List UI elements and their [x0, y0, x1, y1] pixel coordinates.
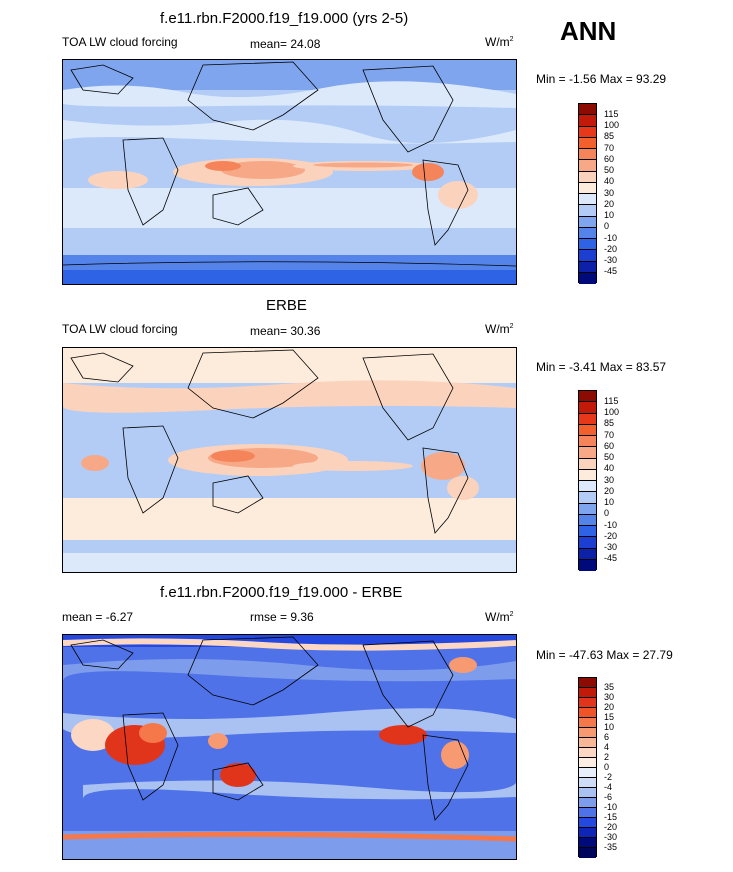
panel3-cbar-tick: -4: [604, 782, 613, 792]
panel3-cbar-tick: 15: [604, 712, 615, 722]
panel3-cbar-tick: -2: [604, 772, 613, 782]
panel2-minmax: Min = -3.41 Max = 83.57: [536, 360, 667, 374]
panel1-map: [62, 59, 517, 285]
panel2-cbar-tick: 115: [604, 396, 619, 406]
panel3-cbar-tick: 0: [604, 762, 610, 772]
panel2-cbar-tick: -45: [604, 553, 618, 563]
panel3-cbar-tick: 35: [604, 682, 615, 692]
panel2-cbar-tick: 20: [604, 486, 615, 496]
panel1-cbar-tick: 50: [604, 165, 615, 175]
panel2-cbar-tick: 30: [604, 475, 615, 485]
panel1-cbar-tick: 40: [604, 176, 615, 186]
panel1-units: W/m2: [485, 35, 514, 49]
panel1-cbar-tick: 115: [604, 109, 619, 119]
panel1-cbar-tick: -45: [604, 266, 618, 276]
panel2-cbar-tick: 85: [604, 418, 615, 428]
panel2-cbar-tick: 40: [604, 463, 615, 473]
panel3-cbar-tick: 10: [604, 722, 615, 732]
panel3-cbar-tick: 4: [604, 742, 610, 752]
panel3-rmse-label: rmse = 9.36: [250, 610, 314, 624]
panel3-cbar-tick: 20: [604, 702, 615, 712]
panel2-cbar-tick: 0: [604, 508, 610, 518]
panel3-title: f.e11.rbn.F2000.f19_f19.000 - ERBE: [160, 584, 403, 601]
panel1-cbar-tick: 10: [604, 210, 615, 220]
panel3-cbar-tick: -6: [604, 792, 613, 802]
panel3-cbar-tick: -35: [604, 842, 618, 852]
panel2-map-svg: [63, 348, 516, 572]
panel2-cbar-tick: 10: [604, 497, 615, 507]
panel1-cbar-tick: 100: [604, 120, 620, 130]
panel1-minmax: Min = -1.56 Max = 93.29: [536, 72, 667, 86]
panel2-cbar-tick: -20: [604, 531, 618, 541]
panel1-cbar-tick: 85: [604, 131, 615, 141]
panel2-cbar-tick: 70: [604, 430, 615, 440]
panel1-cbar-tick: 30: [604, 188, 615, 198]
panel3-cbar-tick: 2: [604, 752, 610, 762]
panel3-cbar-tick: -10: [604, 802, 618, 812]
panel1-title: f.e11.rbn.F2000.f19_f19.000 (yrs 2-5): [160, 10, 409, 27]
panel2-cbar-tick: -30: [604, 542, 618, 552]
panel2-colorbar: [578, 390, 597, 571]
panel1-cbar-tick: -20: [604, 244, 618, 254]
panel2-cbar-tick: -10: [604, 520, 618, 530]
panel2-cbar-tick: 100: [604, 407, 620, 417]
panel3-cbar-tick: 6: [604, 732, 610, 742]
panel1-map-svg: [63, 60, 516, 284]
panel3-colorbar: [578, 677, 597, 858]
panel2-mean-label: mean= 30.36: [250, 324, 321, 338]
panel3-cbar-tick: -30: [604, 832, 618, 842]
panel1-colorbar: [578, 103, 597, 284]
panel3-map-svg: [63, 635, 516, 859]
panel2-cbar-tick: 50: [604, 452, 615, 462]
panel3-units: W/m2: [485, 610, 514, 624]
panel1-cbar-tick: 60: [604, 154, 615, 164]
panel3-cbar-tick: -20: [604, 822, 618, 832]
panel1-cbar-tick: 20: [604, 199, 615, 209]
panel1-cbar-tick: -10: [604, 233, 618, 243]
panel3-cbar-tick: -15: [604, 812, 618, 822]
panel2-title: ERBE: [266, 297, 307, 314]
panel1-variable-label: TOA LW cloud forcing: [62, 35, 178, 49]
panel2-variable-label: TOA LW cloud forcing: [62, 322, 178, 336]
panel2-cbar-tick: 60: [604, 441, 615, 451]
panel3-map: [62, 634, 517, 860]
panel2-units: W/m2: [485, 322, 514, 336]
panel1-cbar-tick: -30: [604, 255, 618, 265]
panel1-mean-label: mean= 24.08: [250, 37, 321, 51]
season-label: ANN: [560, 16, 617, 46]
panel2-map: [62, 347, 517, 573]
panel3-minmax: Min = -47.63 Max = 27.79: [536, 648, 673, 662]
panel1-cbar-tick: 70: [604, 143, 615, 153]
panel3-mean-label: mean = -6.27: [62, 610, 134, 624]
panel3-cbar-tick: 30: [604, 692, 615, 702]
panel1-cbar-tick: 0: [604, 221, 610, 231]
